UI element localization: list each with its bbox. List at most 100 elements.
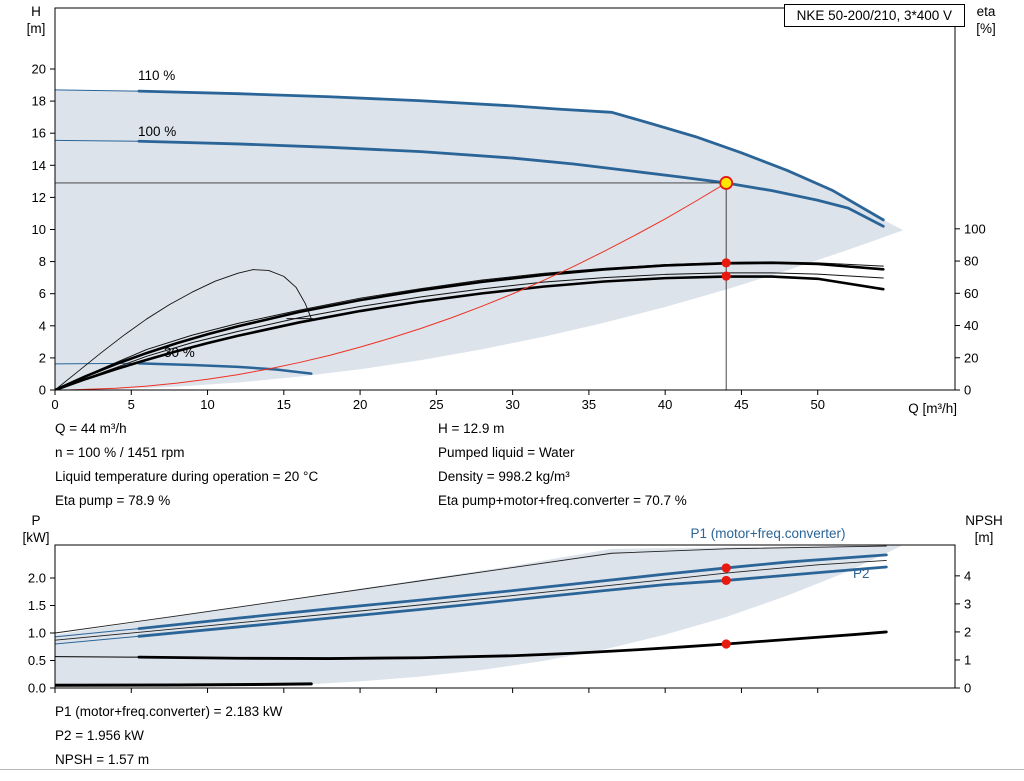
plot-area <box>55 89 904 390</box>
y-left-tick-label: 0 <box>39 383 46 398</box>
p2-point <box>721 575 731 586</box>
power-thin-b <box>55 559 887 641</box>
x-tick-label: 15 <box>277 397 291 412</box>
y-left-tick-label: 4 <box>39 318 46 333</box>
y-left-axis-title: H [m] <box>16 3 56 37</box>
operating-point <box>719 176 734 190</box>
info-speed: n = 100 % / 1451 rpm <box>55 445 185 460</box>
info-p1: P1 (motor+freq.converter) = 2.183 kW <box>55 704 283 719</box>
axis-h-label: H <box>31 4 41 19</box>
npsh-point <box>721 639 731 649</box>
label-100-percent: 100 % <box>138 124 176 139</box>
y-right-tick-label: 60 <box>964 286 978 301</box>
eta-curve-thin-b <box>55 272 884 390</box>
y-left-tick-label: 2 <box>39 350 46 365</box>
p1-point <box>721 563 731 573</box>
min-speed-power-curve <box>55 682 313 687</box>
y-right-tick-label: 80 <box>964 254 978 269</box>
info-density: Density = 998.2 kg/m³ <box>438 469 570 484</box>
p2-curve <box>137 565 888 638</box>
axis-npsh-unit: [m] <box>974 530 994 545</box>
x-tick-label: 5 <box>128 397 135 412</box>
y-left-tick-label: 16 <box>32 126 46 141</box>
speed-curve-30pct <box>137 362 313 375</box>
axis-ticks: 0.0 0.5 1.0 1.5 2.0 0 1 2 3 4 <box>28 568 971 695</box>
power-data: P1 (motor+freq.converter) = 2.183 kW P2 … <box>55 700 282 772</box>
info-pumped-liquid: Pumped liquid = Water <box>438 445 575 460</box>
y-left-tick-label: 12 <box>32 190 46 205</box>
axis-eta-unit: [%] <box>976 21 996 36</box>
x-tick-label: 10 <box>200 397 214 412</box>
y-left-tick-label: 14 <box>32 158 46 173</box>
y-right-axis-title: eta [%] <box>964 3 1008 37</box>
eta-pump-point <box>721 258 731 268</box>
npsh-axis-title: NPSH [m] <box>955 512 1013 546</box>
label-110-percent: 110 % <box>138 68 175 83</box>
y-right-tick-label: 4 <box>964 568 971 583</box>
y-left-tick-label: 1.5 <box>28 598 46 613</box>
info-eta-pump: Eta pump = 78.9 % <box>55 493 171 508</box>
x-tick-label: 0 <box>51 397 58 412</box>
speed-curve-110pct <box>137 89 885 222</box>
plot-frame <box>54 544 956 689</box>
y-left-tick-label: 8 <box>39 254 46 269</box>
x-tick-label: 30 <box>505 397 519 412</box>
npsh-curve <box>137 630 888 660</box>
pump-title: NKE 50-200/210, 3*400 V <box>783 4 965 27</box>
speed-curve-100pct-ext <box>55 139 140 142</box>
label-p2: P2 <box>853 566 870 581</box>
operating-data-left: Q = 44 m³/h n = 100 % / 1451 rpm Liquid … <box>55 417 318 513</box>
x-tick-label: 40 <box>658 397 672 412</box>
y-left-tick-label: 18 <box>32 94 46 109</box>
x-tick-label: 45 <box>734 397 748 412</box>
npsh-curve-ext <box>55 656 140 658</box>
eta-curve-30pct <box>55 269 312 390</box>
y-right-tick-label: 0 <box>964 383 971 398</box>
y-right-tick-label: 100 <box>964 221 986 236</box>
axis-p-unit: [kW] <box>22 530 50 545</box>
x-tick-label: 20 <box>353 397 367 412</box>
axis-eta-label: eta <box>976 4 996 19</box>
p1-curve <box>137 553 888 630</box>
p2-curve-ext <box>55 635 140 645</box>
info-eta-total: Eta pump+motor+freq.converter = 70.7 % <box>438 493 687 508</box>
info-head: H = 12.9 m <box>438 421 505 436</box>
info-npsh: NPSH = 1.57 m <box>55 752 150 767</box>
operating-range-band <box>55 545 904 686</box>
y-right-tick-label: 2 <box>964 624 971 639</box>
p-axis-title: P [kW] <box>14 512 58 546</box>
info-liquid-temp: Liquid temperature during operation = 20… <box>55 469 319 484</box>
y-left-tick-label: 6 <box>39 286 46 301</box>
y-right-tick-label: 0 <box>964 681 971 696</box>
y-left-tick-label: 10 <box>32 222 46 237</box>
operating-data-right: H = 12.9 m Pumped liquid = Water Density… <box>438 417 687 513</box>
speed-curve-110pct-ext <box>55 89 140 92</box>
y-right-tick-label: 40 <box>964 318 978 333</box>
y-right-tick-label: 20 <box>964 350 978 365</box>
y-left-tick-label: 1.0 <box>28 626 46 641</box>
y-left-tick-label: 0.0 <box>28 681 46 696</box>
eta-total-curve <box>55 275 885 390</box>
power-npsh-chart: 0.0 0.5 1.0 1.5 2.0 0 1 2 3 4 P1 (motor+freq.conve… <box>28 526 971 696</box>
label-p1: P1 (motor+freq.converter) <box>691 526 846 541</box>
y-left-tick-label: 0.5 <box>28 653 46 668</box>
x-axis-title: Q [m³/h] <box>908 401 957 416</box>
y-left-tick-label: 2.0 <box>28 571 46 586</box>
plot-area <box>55 545 904 687</box>
speed-curve-100pct <box>137 139 885 228</box>
axis-h-unit: [m] <box>26 21 46 36</box>
axis-p-label: P <box>31 513 41 528</box>
y-right-tick-label: 3 <box>964 596 971 611</box>
footer-divider <box>0 769 1024 770</box>
x-tick-label: 50 <box>810 397 824 412</box>
eta-pump-curve <box>55 261 885 390</box>
plot-frame <box>54 7 956 391</box>
axis-npsh-label: NPSH <box>965 513 1003 528</box>
info-flow: Q = 44 m³/h <box>55 421 127 436</box>
power-thin-a <box>55 545 887 634</box>
axis-ticks: 0 2 4 6 8 10 12 14 16 18 20 0 20 40 60 80 100 0 5 10 15 20 25 3… <box>32 61 986 412</box>
eta-total-point <box>721 271 731 281</box>
info-p2: P2 = 1.956 kW <box>55 728 144 743</box>
operating-range-band <box>55 89 904 390</box>
